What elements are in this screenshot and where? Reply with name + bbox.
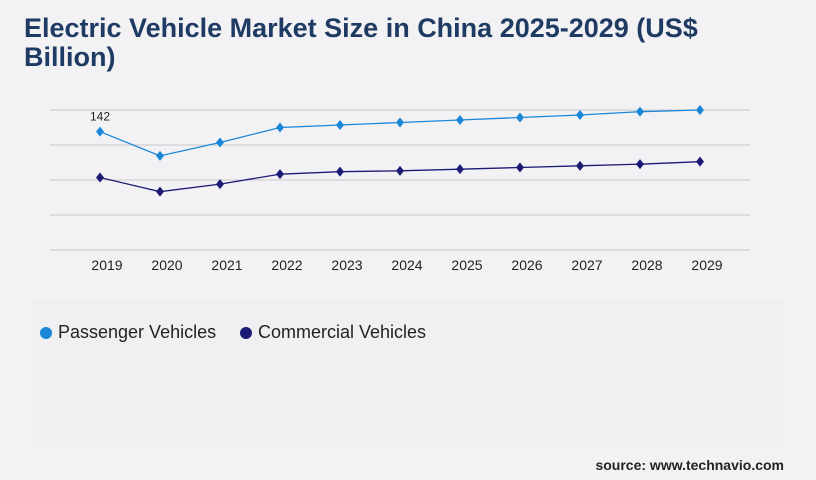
data-point [576,160,584,171]
data-point [516,162,524,173]
legend-item-passenger: Passenger Vehicles [40,322,216,343]
x-tick-label: 2026 [511,257,542,273]
data-point [336,120,344,130]
data-point [396,117,404,128]
legend-label: Commercial Vehicles [258,322,427,342]
data-label: 142 [90,110,110,124]
data-point [156,186,164,197]
data-point [396,165,404,176]
x-tick-label: 2021 [211,257,242,273]
x-tick-label: 2020 [151,257,182,273]
data-point [156,150,164,161]
data-point [696,105,704,115]
source-text: source: www.technavio.com [595,457,784,473]
series-line [99,109,701,157]
x-tick-label: 2028 [631,257,662,273]
chart-title: Electric Vehicle Market Size in China 20… [24,13,698,72]
data-point [216,137,224,148]
x-tick-label: 2023 [331,257,362,273]
line-chart: 2019 2020 2021 2022 2023 2024 2025 2026 2027 2028… [50,105,750,273]
legend-marker-icon [40,326,52,339]
data-point [576,110,584,120]
legend-panel [32,300,784,450]
data-point [96,172,104,183]
data-point [636,106,644,117]
data-point [516,112,524,123]
x-tick-label: 2019 [91,257,122,273]
x-tick-label: 2022 [271,257,302,273]
data-point [276,169,284,180]
x-tick-label: 2024 [391,257,422,273]
x-tick-label: 2027 [571,257,602,273]
data-point [456,164,464,175]
data-point [696,156,704,167]
data-point [636,159,644,170]
x-tick-label: 2029 [691,257,722,273]
data-point [336,166,344,177]
data-point [456,115,464,125]
legend-label: Passenger Vehicles [58,322,217,342]
data-point [276,122,284,133]
legend-item-commercial: Commercial Vehicles [240,322,426,343]
data-point [216,179,224,190]
legend-marker-icon [240,326,252,339]
data-point [96,126,104,137]
x-tick-label: 2025 [451,257,482,273]
